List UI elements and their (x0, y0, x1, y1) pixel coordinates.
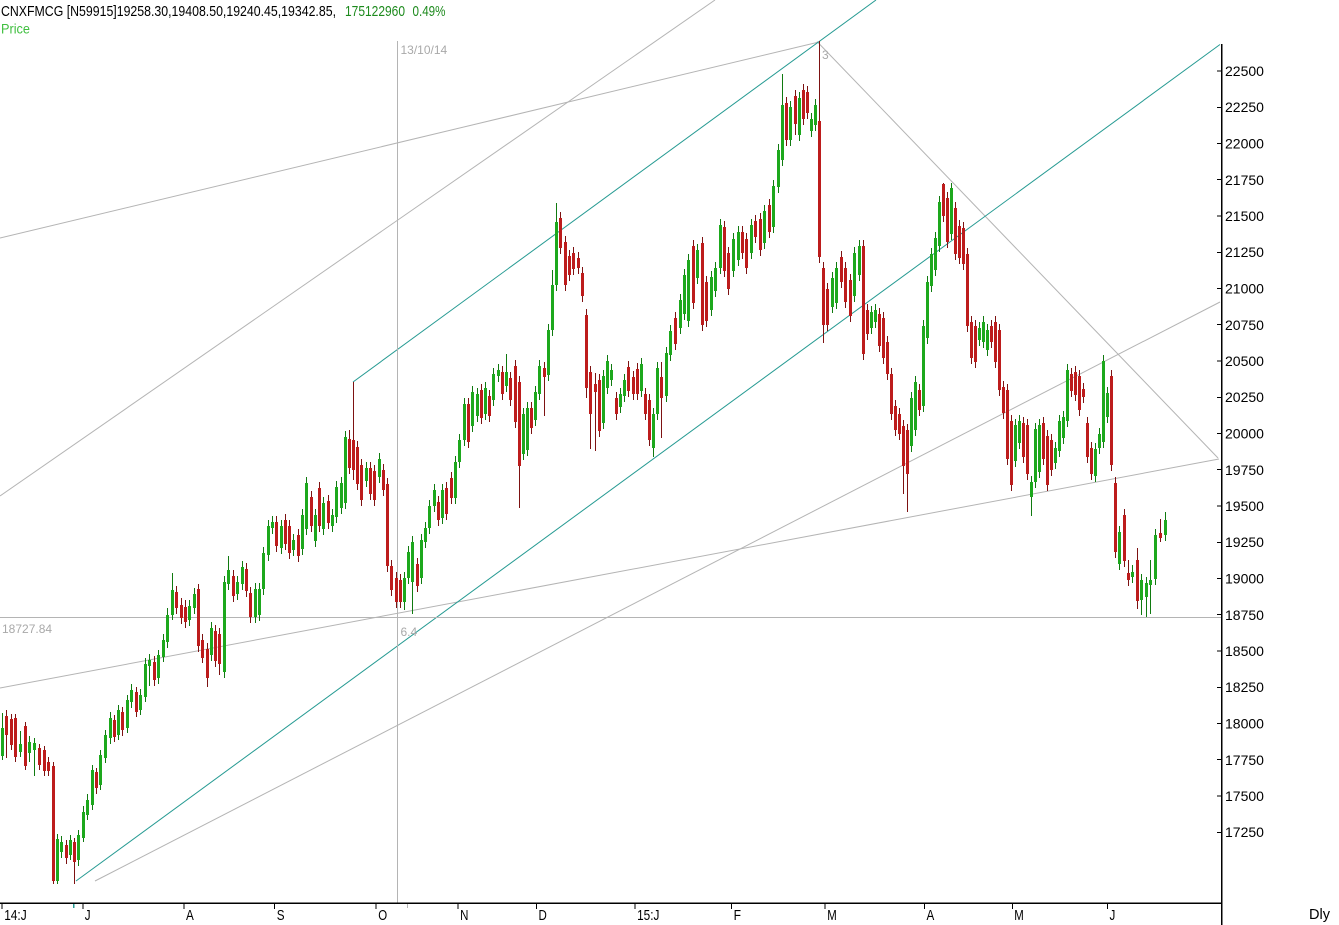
svg-text:20500: 20500 (1225, 353, 1264, 369)
svg-text:22500: 22500 (1225, 63, 1264, 79)
svg-text:19750: 19750 (1225, 462, 1264, 478)
svg-text:19500: 19500 (1225, 498, 1264, 514)
svg-text:3: 3 (822, 48, 829, 62)
svg-text:18000: 18000 (1225, 716, 1264, 732)
svg-text:Dly: Dly (1309, 906, 1330, 923)
svg-text:22000: 22000 (1225, 136, 1264, 152)
svg-text:20750: 20750 (1225, 317, 1264, 333)
svg-text:20250: 20250 (1225, 389, 1264, 405)
svg-text:21750: 21750 (1225, 172, 1264, 188)
svg-text:19250: 19250 (1225, 534, 1264, 550)
svg-text:18750: 18750 (1225, 607, 1264, 623)
svg-text:18727.84: 18727.84 (2, 622, 52, 636)
svg-text:14:J: 14:J (4, 907, 27, 924)
svg-text:Price: Price (1, 21, 30, 37)
svg-text:CNXFMCG [N59915]19258.30,19408: CNXFMCG [N59915]19258.30,19408.50,19240.… (1, 3, 336, 20)
svg-text:15:J: 15:J (637, 907, 659, 924)
svg-text:0.49%: 0.49% (413, 3, 446, 20)
svg-text:J: J (1110, 907, 1116, 924)
svg-text:D: D (539, 907, 547, 924)
svg-text:22250: 22250 (1225, 99, 1264, 115)
svg-text:17500: 17500 (1225, 788, 1264, 804)
svg-text:O: O (378, 907, 387, 924)
svg-text:18250: 18250 (1225, 679, 1264, 695)
svg-text:13/10/14: 13/10/14 (401, 43, 448, 57)
svg-text:S: S (277, 907, 285, 924)
svg-text:20000: 20000 (1225, 426, 1264, 442)
svg-text:A: A (186, 907, 194, 924)
svg-text:M: M (1014, 907, 1024, 924)
svg-text:18500: 18500 (1225, 643, 1264, 659)
svg-text:21000: 21000 (1225, 281, 1264, 297)
svg-text:6.4: 6.4 (401, 625, 418, 639)
svg-text:N: N (460, 907, 468, 924)
svg-text:21500: 21500 (1225, 208, 1264, 224)
svg-text:175122960: 175122960 (345, 3, 405, 20)
svg-text:17750: 17750 (1225, 752, 1264, 768)
svg-text:J: J (85, 907, 91, 924)
svg-text:A: A (927, 907, 935, 924)
svg-text:21250: 21250 (1225, 244, 1264, 260)
svg-text:M: M (827, 907, 837, 924)
svg-text:19000: 19000 (1225, 571, 1264, 587)
svg-text:F: F (734, 907, 741, 924)
svg-text:17250: 17250 (1225, 824, 1264, 840)
